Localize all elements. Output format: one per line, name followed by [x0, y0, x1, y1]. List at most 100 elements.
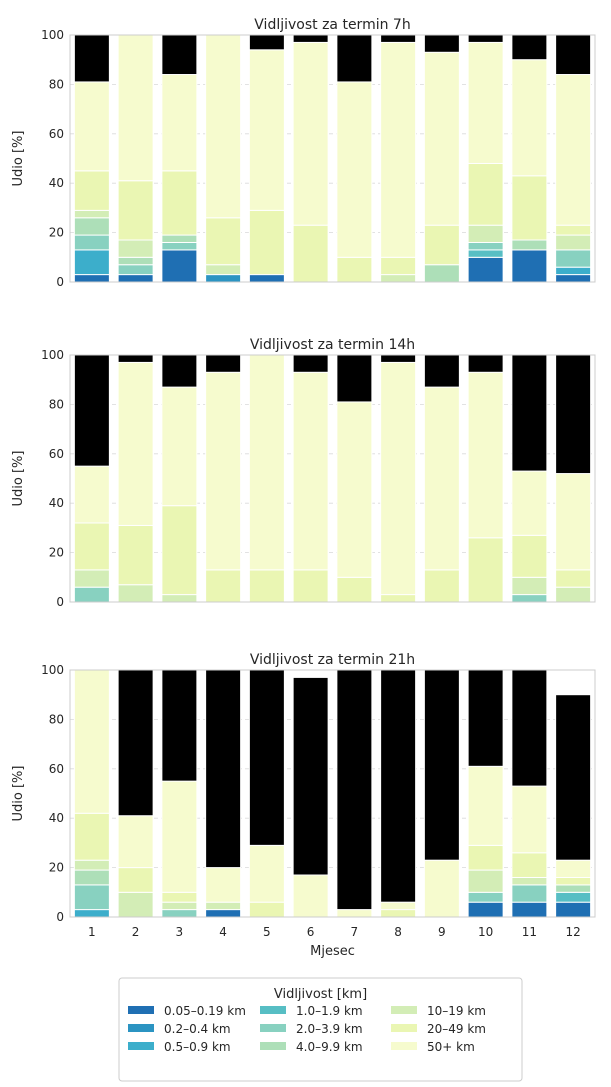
bar-segment-m3-s10: [161, 354, 198, 388]
y-tick-label: 0: [56, 910, 64, 924]
bar-segment-m1-s5: [73, 884, 110, 911]
bar-segment-m12-s9: [555, 473, 592, 571]
legend-entry: 0.05–0.19 km: [164, 1004, 246, 1018]
bar-segment-m10-s7: [467, 224, 504, 243]
legend-swatch: [260, 1006, 286, 1014]
bar-segment-m1-s10: [73, 354, 110, 467]
bar-segment-m11-s1: [511, 249, 548, 283]
bar-segment-m12-s3: [555, 266, 592, 276]
y-tick-label: 100: [41, 663, 64, 677]
bar-segment-m10-s8: [467, 844, 504, 871]
bar-segment-m8-s9: [380, 41, 417, 258]
bar-segment-m1-s7: [73, 859, 110, 871]
bar-segment-m12-s6: [555, 884, 592, 893]
bar-segment-m7-s8: [336, 256, 373, 283]
x-tick-label: 2: [132, 925, 140, 939]
bar-segment-m1-s1: [73, 274, 110, 283]
bar-segment-m10-s9: [467, 41, 504, 164]
bar-segment-m7-s10: [336, 34, 373, 83]
bar-segment-m1-s9: [73, 669, 110, 814]
bar-segment-m8-s8: [380, 594, 417, 603]
plot-frame: [69, 34, 596, 283]
x-tick-label: 10: [478, 925, 493, 939]
bar-segment-m4-s9: [205, 34, 242, 219]
bar-segment-m4-s2: [205, 274, 242, 283]
bar-segment-m1-s5: [73, 586, 110, 603]
bar-segment-m12-s10: [555, 34, 592, 76]
bar-segment-m12-s8: [555, 876, 592, 886]
bar-segment-m1-s5: [73, 234, 110, 251]
legend-entry: 20–49 km: [427, 1022, 486, 1036]
y-axis-label: Udio [%]: [11, 766, 26, 822]
y-tick-label: 0: [56, 275, 64, 289]
legend-entry: 1.0–1.9 km: [296, 1004, 363, 1018]
bar-segment-m9-s10: [423, 354, 460, 388]
y-axis-label: Udio [%]: [11, 451, 26, 507]
bar-segment-m6-s9: [292, 874, 329, 918]
bar-segment-m12-s7: [555, 234, 592, 251]
legend-box: [118, 977, 523, 1082]
bar-segment-m8-s10: [380, 669, 417, 903]
bar-segment-m2-s9: [117, 815, 154, 869]
plot-frame: [69, 354, 596, 603]
x-axis-label: Mjesec: [310, 944, 355, 959]
y-tick-label: 20: [49, 546, 64, 560]
bar-segment-m11-s7: [511, 876, 548, 886]
bar-segment-m10-s10: [467, 354, 504, 373]
bar-segment-m12-s8: [555, 569, 592, 588]
y-tick-label: 100: [41, 28, 64, 42]
legend-swatch: [260, 1042, 286, 1050]
bar-segment-m3-s7: [161, 901, 198, 911]
bar-segment-m1-s3: [73, 249, 110, 276]
y-tick-label: 20: [49, 861, 64, 875]
bar-segment-m2-s9: [117, 361, 154, 526]
bar-segment-m4-s7: [205, 901, 242, 911]
bar-segment-m12-s10: [555, 354, 592, 475]
bar-segment-m8-s10: [380, 34, 417, 43]
bar-segment-m3-s9: [161, 74, 198, 172]
bar-segment-m1-s10: [73, 34, 110, 83]
bar-segment-m10-s9: [467, 765, 504, 846]
bar-segment-m9-s8: [423, 569, 460, 603]
bar-segment-m12-s7: [555, 586, 592, 603]
plot-frame: [69, 669, 596, 918]
bar-segment-m7-s9: [336, 401, 373, 578]
legend-swatch: [128, 1006, 154, 1014]
bar-segment-m2-s7: [117, 239, 154, 258]
bar-segment-m11-s8: [511, 852, 548, 878]
bar-segment-m12-s9: [555, 74, 592, 226]
bar-segment-m5-s10: [248, 34, 285, 51]
bar-segment-m2-s8: [117, 180, 154, 241]
bar-segment-m11-s1: [511, 901, 548, 918]
y-tick-label: 60: [49, 127, 64, 141]
x-tick-label: 7: [351, 925, 359, 939]
y-axis-label: Udio [%]: [11, 131, 26, 187]
legend-swatch: [260, 1024, 286, 1032]
bar-segment-m11-s9: [511, 470, 548, 536]
bar-segment-m2-s8: [117, 867, 154, 893]
bar-segment-m12-s1: [555, 901, 592, 918]
bar-segment-m11-s10: [511, 669, 548, 787]
bar-segment-m9-s9: [423, 51, 460, 226]
bar-segment-m10-s8: [467, 537, 504, 603]
panel-title: Vidljivost za termin 21h: [250, 652, 415, 668]
bar-segment-m1-s8: [73, 170, 110, 211]
bar-segment-m9-s10: [423, 34, 460, 53]
bar-segment-m5-s8: [248, 901, 285, 918]
bar-segment-m11-s6: [511, 239, 548, 251]
bar-segment-m2-s1: [117, 274, 154, 283]
bar-segment-m9-s10: [423, 669, 460, 861]
bar-segment-m6-s9: [292, 41, 329, 226]
bar-segment-m5-s9: [248, 844, 285, 903]
bar-segment-m3-s9: [161, 386, 198, 507]
y-tick-label: 60: [49, 762, 64, 776]
bar-segment-m10-s10: [467, 669, 504, 767]
bar-segment-m11-s7: [511, 576, 548, 596]
bar-segment-m8-s9: [380, 361, 417, 596]
bar-segment-m4-s8: [205, 217, 242, 266]
y-tick-label: 100: [41, 348, 64, 362]
bar-segment-m3-s6: [161, 234, 198, 243]
bar-segment-m4-s1: [205, 909, 242, 918]
y-tick-label: 80: [49, 397, 64, 411]
bar-segment-m7-s9: [336, 81, 373, 258]
